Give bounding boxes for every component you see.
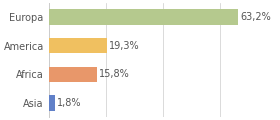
Text: 19,3%: 19,3% [109,41,140,51]
Text: 15,8%: 15,8% [99,69,130,79]
Text: 1,8%: 1,8% [57,98,81,108]
Bar [49,9,238,24]
Bar [49,96,55,111]
Bar [49,38,107,54]
Bar [49,66,97,82]
Text: 63,2%: 63,2% [241,12,271,22]
